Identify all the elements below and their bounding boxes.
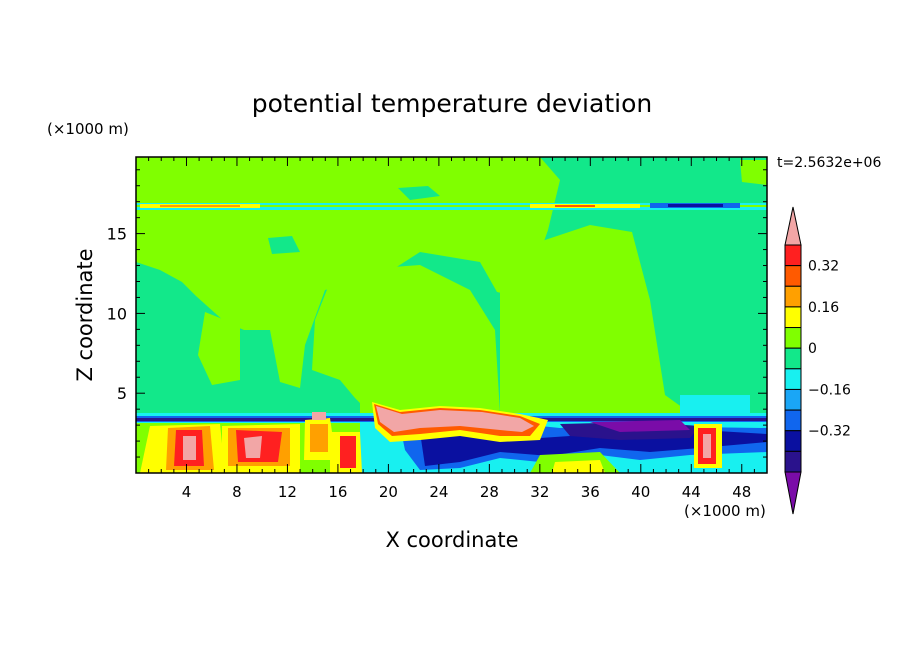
field-warm-cell [183, 436, 196, 460]
x-tick-label: 16 [328, 483, 347, 501]
x-tick-label: 12 [278, 483, 297, 501]
x-axis: 4 8 12 16 20 24 28 32 36 40 44 48 [148, 157, 755, 501]
field-region-positive [198, 312, 240, 385]
y-unit-label: (×1000 m) [47, 120, 129, 138]
colorbar-label: −0.16 [808, 382, 851, 398]
colorbar-label: 0.16 [808, 300, 839, 316]
field-layer-surface [590, 420, 690, 432]
colorbar-label: 0 [808, 341, 817, 357]
colorbar-box [784, 368, 802, 390]
colorbar-box [784, 409, 802, 432]
x-tick-label: 20 [379, 483, 398, 501]
y-tick-label: 15 [107, 225, 127, 244]
field-warm-cell [340, 436, 356, 468]
colorbar-box [784, 306, 802, 329]
colorbar-box [784, 244, 802, 267]
x-tick-label: 48 [732, 483, 751, 501]
colorbar-box [784, 285, 802, 308]
colorbar-top-arrow [784, 206, 802, 246]
field-region-negative [398, 186, 440, 200]
field-layer-surface [552, 460, 605, 473]
x-tick-label: 44 [682, 483, 701, 501]
y-axis: 5 10 15 [107, 169, 767, 458]
field-warm-cell [244, 436, 262, 458]
x-tick-label: 8 [232, 483, 242, 501]
field-band-lower [680, 395, 750, 413]
field-band-upper [555, 205, 595, 207]
field-warm-cell [703, 434, 711, 458]
x-tick-label: 24 [429, 483, 448, 501]
chart-title: potential temperature deviation [252, 89, 652, 118]
field-region-positive [136, 157, 560, 388]
colorbar-box [784, 347, 802, 370]
time-label: t=2.5632e+06 [777, 155, 881, 171]
colorbar: 0.32 0.16 0 −0.16 −0.32 [784, 206, 851, 515]
field-region-positive [312, 265, 500, 413]
field-region-positive [500, 225, 690, 413]
x-tick-label: 28 [480, 483, 499, 501]
field-warm-cell [310, 424, 328, 452]
colorbar-box [784, 327, 802, 349]
x-tick-label: 32 [530, 483, 549, 501]
x-axis-label: X coordinate [385, 528, 518, 552]
field-region-negative [268, 236, 300, 254]
colorbar-label: −0.32 [808, 424, 851, 440]
y-tick-label: 5 [117, 384, 127, 403]
field-warm-ridge [312, 412, 326, 420]
colorbar-box [784, 388, 802, 411]
colorbar-box [784, 430, 802, 452]
x-unit-label: (×1000 m) [684, 502, 766, 520]
field-warm-ridge [376, 406, 534, 432]
contour-field [136, 157, 767, 473]
field-band-upper [668, 204, 723, 207]
colorbar-label: 0.32 [808, 259, 839, 275]
y-tick-label: 10 [107, 304, 127, 323]
field-region-positive [740, 160, 767, 185]
field-band-upper [136, 205, 767, 207]
y-axis-label: Z coordinate [73, 248, 97, 381]
x-tick-label: 36 [581, 483, 600, 501]
x-tick-label: 4 [182, 483, 192, 501]
x-tick-label: 40 [631, 483, 650, 501]
field-region-negative [136, 282, 152, 352]
colorbar-box [784, 450, 802, 473]
colorbar-box [784, 265, 802, 287]
field-band-upper [160, 205, 240, 207]
colorbar-bottom-arrow [784, 471, 802, 515]
